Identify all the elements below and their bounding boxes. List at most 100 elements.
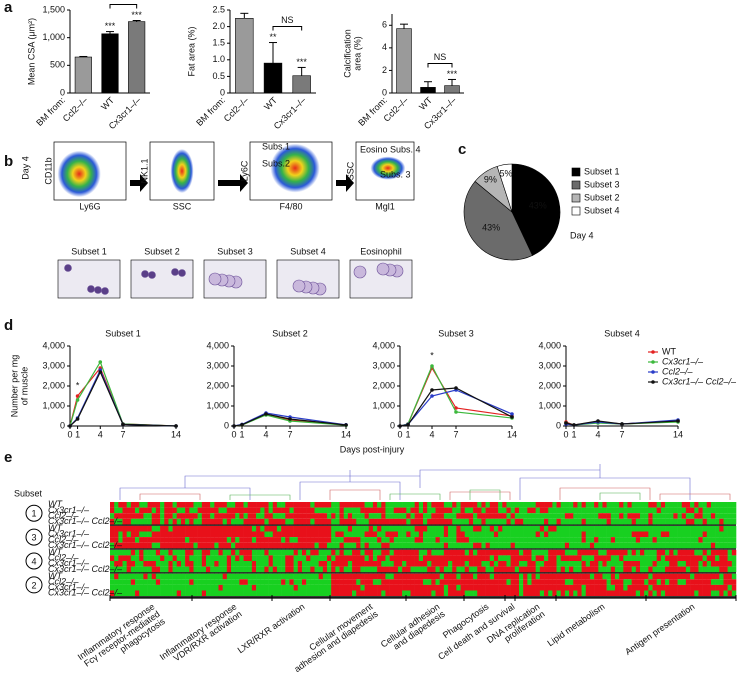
heatmap-cell bbox=[360, 573, 365, 580]
heatmap-cell bbox=[498, 513, 503, 519]
heatmap-cell bbox=[731, 566, 737, 573]
y-tick-label: 1,000 bbox=[372, 400, 395, 410]
heatmap-cell bbox=[264, 531, 269, 538]
heatmap-cell bbox=[272, 518, 278, 525]
heatmap-cell bbox=[226, 531, 232, 538]
genotype-label: Cx3cr1–/– Ccl2–/– bbox=[48, 564, 123, 574]
heatmap-cell bbox=[473, 518, 478, 525]
heatmap-cell bbox=[548, 537, 553, 543]
heatmap-cell bbox=[702, 579, 708, 585]
heatmap-cell bbox=[418, 513, 424, 519]
heatmap-cell bbox=[573, 537, 578, 543]
heatmap-cell bbox=[548, 579, 553, 585]
heatmap-cell bbox=[602, 537, 607, 543]
y-tick-label: 3,000 bbox=[538, 360, 561, 370]
heatmap-cell bbox=[406, 590, 411, 597]
heatmap-cell bbox=[456, 590, 461, 597]
heatmap-cell bbox=[339, 502, 345, 508]
heatmap-cell bbox=[110, 525, 115, 532]
heatmap-cell bbox=[385, 555, 390, 561]
heatmap-cell bbox=[631, 566, 637, 573]
heatmap-cell bbox=[514, 513, 520, 519]
heatmap-cell bbox=[606, 542, 612, 549]
heatmap-cell bbox=[335, 525, 340, 532]
heatmap-cell bbox=[397, 590, 403, 597]
heatmap-cell bbox=[477, 537, 482, 543]
flow-density bbox=[170, 148, 194, 194]
heatmap-cell bbox=[460, 502, 466, 508]
flow-axis-label: SSC bbox=[173, 201, 192, 211]
heatmap-cell bbox=[464, 518, 470, 525]
heatmap-cell bbox=[172, 561, 178, 567]
heatmap-cell bbox=[352, 513, 357, 519]
bar bbox=[444, 85, 460, 94]
heatmap-cell bbox=[260, 584, 265, 591]
heatmap-cell bbox=[243, 537, 249, 543]
heatmap-cell bbox=[347, 579, 353, 585]
heatmap-cell bbox=[702, 537, 708, 543]
heatmap-cell bbox=[172, 584, 178, 591]
heatmap-cell bbox=[281, 537, 286, 543]
heatmap-cell bbox=[318, 518, 324, 525]
heatmap-cell bbox=[335, 518, 340, 525]
heatmap-cell bbox=[235, 531, 240, 538]
heatmap-cell bbox=[623, 513, 628, 519]
heatmap-cell bbox=[343, 531, 349, 538]
heatmap-cell bbox=[710, 584, 716, 591]
heatmap-cell bbox=[306, 518, 311, 525]
heatmap-cell bbox=[606, 531, 612, 538]
heatmap-cell bbox=[477, 525, 482, 532]
bracket bbox=[427, 62, 453, 68]
heatmap-cell bbox=[644, 525, 649, 532]
heatmap-cell bbox=[564, 573, 570, 580]
heatmap-cell bbox=[322, 537, 328, 543]
heatmap-cell bbox=[393, 555, 399, 561]
heatmap-cell bbox=[393, 502, 399, 508]
heatmap-cell bbox=[589, 584, 595, 591]
heatmap-cell bbox=[164, 590, 169, 597]
heatmap-cell bbox=[510, 561, 516, 567]
heatmap-cell bbox=[669, 573, 674, 580]
heatmap-cell bbox=[439, 579, 445, 585]
heatmap-cell bbox=[548, 561, 553, 567]
x-tick-label: WT bbox=[262, 95, 279, 112]
heatmap-cell bbox=[610, 537, 616, 543]
heatmap-cell bbox=[423, 525, 428, 532]
heatmap-cell bbox=[635, 566, 641, 573]
heatmap-cell bbox=[276, 579, 282, 585]
x-tick-label: 0 bbox=[231, 429, 236, 439]
heatmap-cell bbox=[176, 525, 182, 532]
heatmap-cell bbox=[535, 542, 541, 549]
series-line bbox=[399, 364, 513, 427]
heatmap-cell bbox=[531, 584, 536, 591]
heatmap-cell bbox=[715, 579, 720, 585]
heatmap-cell bbox=[297, 573, 303, 580]
heatmap-cell bbox=[322, 502, 328, 508]
heatmap-cell bbox=[135, 573, 140, 580]
heatmap-cell bbox=[322, 579, 328, 585]
heatmap-cell bbox=[306, 513, 311, 519]
heatmap-cell bbox=[423, 579, 428, 585]
heatmap-cell bbox=[185, 590, 190, 597]
heatmap-cell bbox=[531, 513, 536, 519]
heatmap-cell bbox=[656, 513, 662, 519]
heatmap-cell bbox=[122, 531, 127, 538]
heatmap-cell bbox=[231, 579, 236, 585]
heatmap-cell bbox=[498, 561, 503, 567]
heatmap-cell bbox=[640, 502, 645, 508]
heatmap-cell bbox=[193, 518, 198, 525]
heatmap-cell bbox=[560, 518, 566, 525]
bar bbox=[235, 17, 254, 94]
significance: *** bbox=[105, 21, 116, 31]
x-tick-label: 7 bbox=[453, 429, 458, 439]
y-tick-label: 3,000 bbox=[206, 360, 229, 370]
heatmap-cell bbox=[189, 579, 194, 585]
heatmap-cell bbox=[635, 549, 641, 556]
heatmap-cell bbox=[226, 549, 232, 556]
cell bbox=[101, 287, 109, 295]
heatmap-cell bbox=[143, 525, 148, 532]
heatmap-cell bbox=[656, 584, 662, 591]
heatmap-cell bbox=[118, 537, 123, 543]
heatmap-cell bbox=[301, 579, 307, 585]
heatmap-cell bbox=[222, 561, 228, 567]
